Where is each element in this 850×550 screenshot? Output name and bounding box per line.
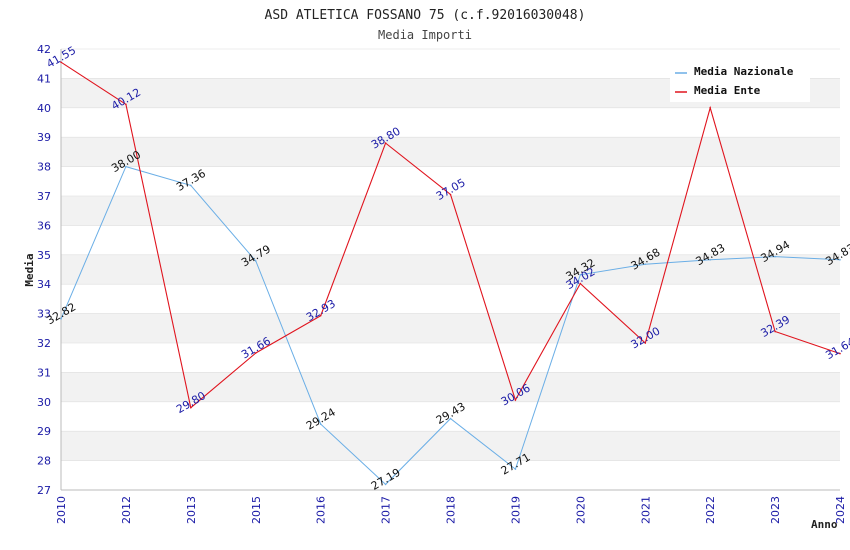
data-point-nazionale bbox=[254, 260, 257, 262]
data-point-nazionale bbox=[839, 258, 841, 261]
x-tick-label: 2024 bbox=[834, 496, 847, 524]
data-point-nazionale bbox=[384, 483, 387, 486]
data-point-nazionale bbox=[514, 468, 517, 470]
data-point-ente bbox=[125, 103, 127, 106]
data-point-nazionale bbox=[449, 417, 452, 420]
legend-label-ente: Media Ente bbox=[694, 84, 761, 97]
grid-band bbox=[61, 137, 840, 167]
y-tick-label: 42 bbox=[37, 43, 51, 56]
x-tick-label: 2010 bbox=[55, 496, 68, 524]
data-point-ente bbox=[384, 142, 387, 144]
legend: Media Nazionale Media Ente bbox=[670, 60, 810, 102]
chart-subtitle: Media Importi bbox=[378, 28, 472, 42]
y-tick-label: 38 bbox=[37, 161, 51, 174]
chart-title: ASD ATLETICA FOSSANO 75 (c.f.92016030048… bbox=[265, 8, 586, 23]
y-tick-label: 40 bbox=[37, 102, 51, 115]
data-point-nazionale bbox=[579, 273, 582, 276]
legend-box bbox=[670, 60, 810, 102]
axes bbox=[60, 49, 840, 491]
x-tick-label: 2017 bbox=[380, 496, 393, 524]
x-axis-title: Anno bbox=[811, 518, 838, 531]
data-label-nazionale: 34.83 bbox=[823, 241, 850, 268]
y-tick-label: 31 bbox=[37, 366, 51, 379]
x-tick-labels: 2010 2012 2013 2015 2016 2017 2018 2019 2020 2021… bbox=[55, 496, 847, 524]
data-point-nazionale bbox=[709, 258, 711, 261]
legend-label-nazionale: Media Nazionale bbox=[694, 65, 794, 78]
y-tick-label: 41 bbox=[37, 72, 51, 85]
data-point-ente bbox=[190, 406, 192, 409]
grid-band bbox=[61, 313, 840, 343]
y-tick-label: 33 bbox=[37, 308, 51, 321]
data-point-nazionale bbox=[319, 423, 322, 425]
data-point-ente bbox=[254, 352, 257, 354]
y-tick-label: 37 bbox=[37, 190, 51, 203]
grid-band bbox=[61, 431, 840, 461]
data-point-nazionale bbox=[190, 184, 192, 187]
data-label-nazionale: 29.24 bbox=[304, 406, 338, 433]
data-point-nazionale bbox=[60, 318, 62, 320]
y-tick-labels: 27 28 29 30 31 32 33 34 35 36 37 38 39 40 41 42 bbox=[37, 43, 51, 497]
data-point-ente bbox=[449, 193, 452, 196]
y-tick-label: 39 bbox=[37, 131, 51, 144]
x-tick-label: 2013 bbox=[185, 496, 198, 524]
data-label-nazionale: 27.19 bbox=[369, 466, 403, 493]
y-tick-label: 34 bbox=[37, 278, 51, 291]
data-point-ente bbox=[579, 282, 582, 285]
grid-band bbox=[61, 372, 840, 402]
y-tick-label: 29 bbox=[37, 425, 51, 438]
x-tick-label: 2021 bbox=[639, 496, 652, 524]
data-point-ente bbox=[319, 314, 322, 317]
x-tick-label: 2023 bbox=[769, 496, 782, 524]
x-tick-label: 2015 bbox=[250, 496, 263, 524]
grid-band bbox=[61, 196, 840, 226]
x-tick-label: 2018 bbox=[445, 496, 458, 524]
data-point-ente bbox=[709, 107, 711, 109]
data-point-ente bbox=[774, 330, 776, 333]
y-tick-label: 28 bbox=[37, 455, 51, 468]
y-tick-label: 36 bbox=[37, 219, 51, 232]
data-point-ente bbox=[60, 61, 62, 64]
y-tick-label: 27 bbox=[37, 484, 51, 497]
x-tick-label: 2016 bbox=[315, 496, 328, 524]
y-tick-label: 30 bbox=[37, 396, 51, 409]
series-line-ente bbox=[60, 61, 841, 409]
x-tick-label: 2012 bbox=[120, 496, 133, 524]
series-lines bbox=[60, 61, 841, 486]
data-point-nazionale bbox=[774, 255, 776, 258]
x-tick-label: 2020 bbox=[574, 496, 587, 524]
data-label-nazionale: 29.43 bbox=[434, 400, 468, 427]
y-axis-title: Media bbox=[23, 253, 36, 286]
data-point-nazionale bbox=[125, 165, 127, 168]
x-tick-label: 2019 bbox=[509, 496, 522, 524]
y-tick-label: 32 bbox=[37, 337, 51, 350]
y-tick-label: 35 bbox=[37, 249, 51, 262]
data-point-ente bbox=[514, 399, 517, 401]
data-point-ente bbox=[644, 342, 647, 344]
data-label-nazionale: 37.36 bbox=[174, 167, 208, 194]
data-point-ente bbox=[839, 352, 841, 355]
x-tick-label: 2022 bbox=[704, 496, 717, 524]
data-point-nazionale bbox=[644, 263, 647, 266]
